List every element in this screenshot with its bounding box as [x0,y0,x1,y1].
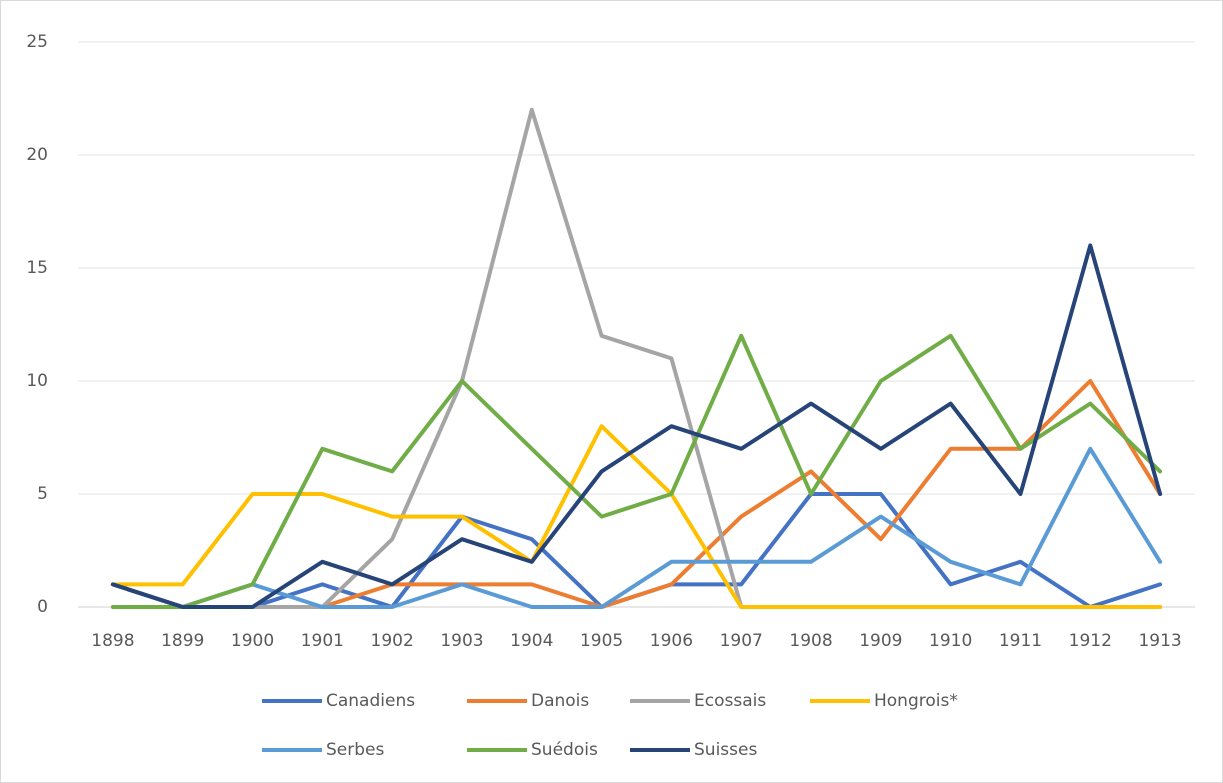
x-tick-label: 1909 [859,631,902,651]
y-tick-label: 5 [37,484,48,504]
y-tick-label: 10 [26,371,48,391]
x-tick-label: 1910 [929,631,972,651]
legend-label: Ecossais [694,691,766,711]
x-tick-label: 1901 [301,631,344,651]
y-tick-label: 15 [26,258,48,278]
x-tick-label: 1913 [1138,631,1181,651]
legend-label: Danois [531,691,589,711]
x-tick-label: 1911 [999,631,1042,651]
x-tick-label: 1906 [650,631,693,651]
x-tick-label: 1899 [161,631,204,651]
x-tick-label: 1907 [720,631,763,651]
y-tick-label: 25 [26,32,48,52]
y-tick-label: 0 [37,597,48,617]
x-tick-label: 1903 [440,631,483,651]
legend-label: Suédois [531,740,598,760]
x-tick-label: 1898 [91,631,134,651]
x-tick-label: 1900 [231,631,274,651]
x-tick-label: 1902 [371,631,414,651]
series-line [110,446,1163,609]
y-tick-label: 20 [26,145,48,165]
series-line [110,424,1163,609]
x-tick-label: 1905 [580,631,623,651]
series-line [110,243,1163,609]
legend-label: Canadiens [326,691,415,711]
legend-label: Hongrois* [874,691,958,711]
x-tick-label: 1912 [1069,631,1112,651]
legend-label: Suisses [694,740,757,760]
x-tick-label: 1908 [789,631,832,651]
series-line [110,333,1163,609]
legend-label: Serbes [326,740,384,760]
x-tick-label: 1904 [510,631,553,651]
